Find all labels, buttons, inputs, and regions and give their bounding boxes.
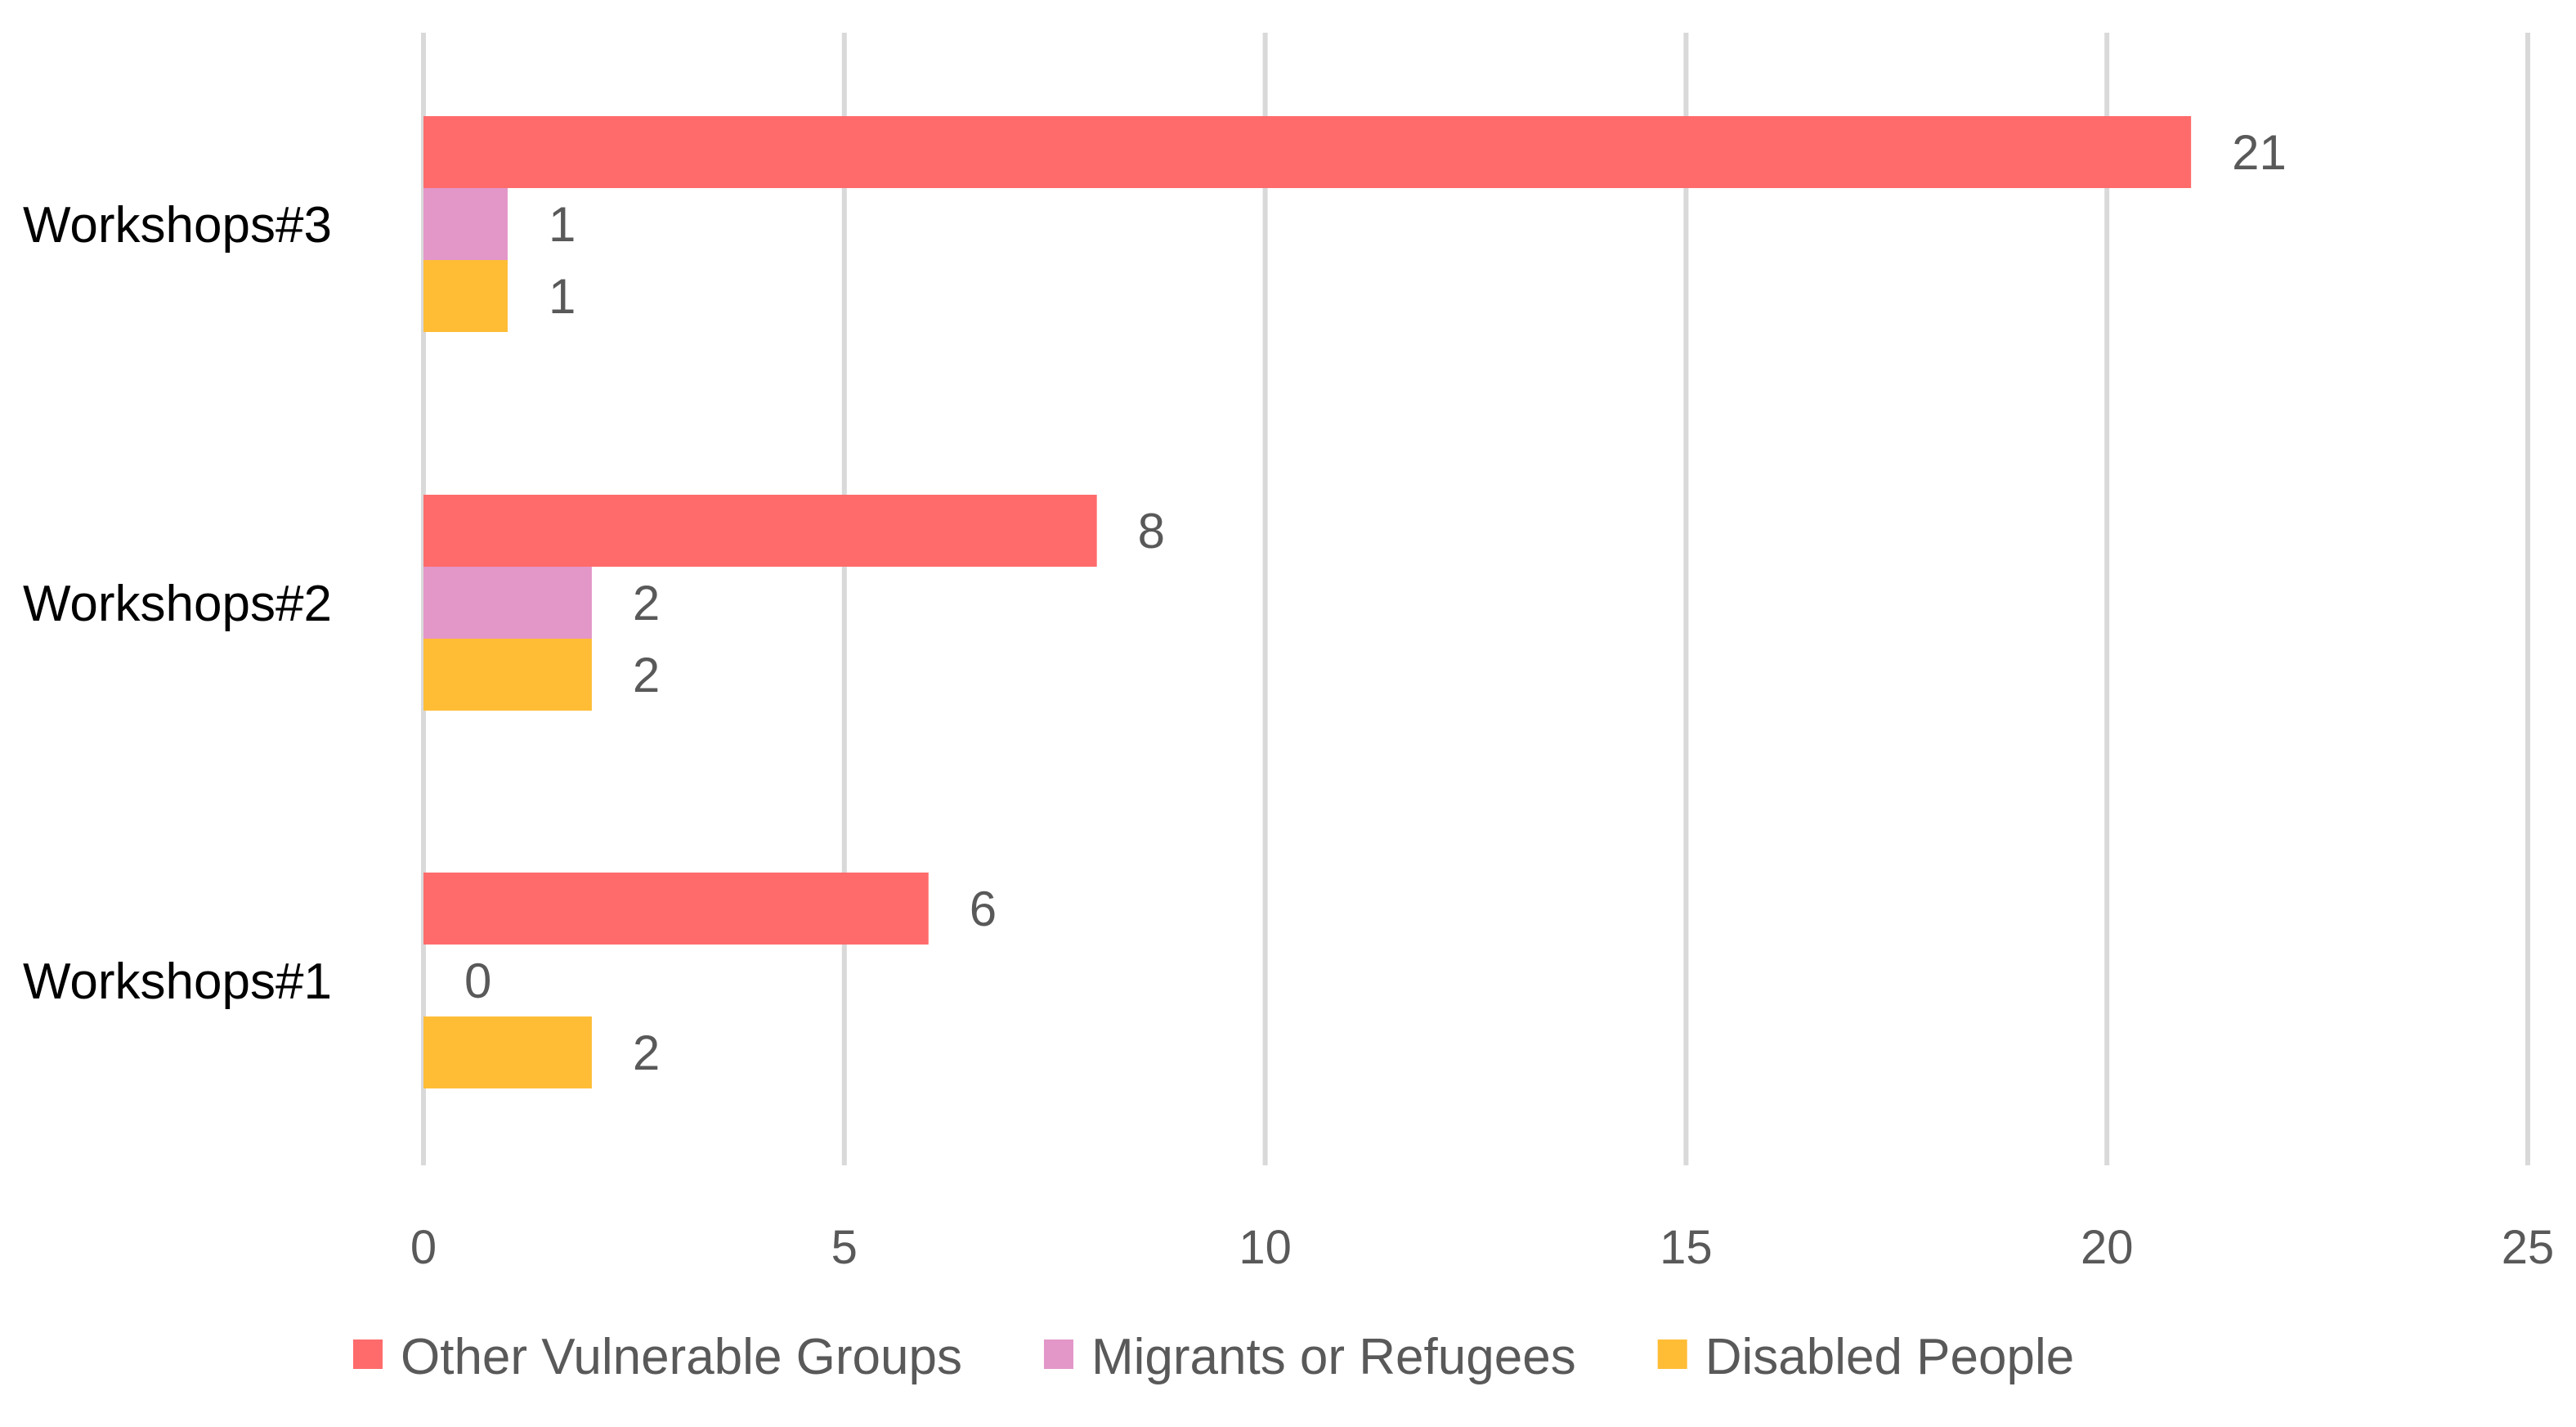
legend-label: Disabled People (1705, 1329, 2075, 1385)
data-label-Workshops#3-disabled-people: 1 (549, 269, 576, 324)
bar-Workshops#1-disabled-people (423, 1016, 592, 1088)
x-tick-label-20: 20 (2081, 1221, 2134, 1274)
data-labels: 6 0 2 8 2 2 21 1 1 (464, 125, 2287, 1080)
legend-swatch (353, 1339, 383, 1369)
data-label-Workshops#1-disabled-people: 2 (633, 1025, 660, 1080)
bar-Workshops#3-migrants-or-refugees (423, 188, 508, 260)
category-label-Workshops#1: Workshops#1 (23, 954, 332, 1010)
legend-item-other-vulnerable-groups: Other Vulnerable Groups (353, 1329, 962, 1385)
category-label-Workshops#3: Workshops#3 (23, 197, 332, 254)
legend-item-migrants-or-refugees: Migrants or Refugees (1043, 1329, 1576, 1385)
x-tick-label-15: 15 (1660, 1221, 1713, 1274)
legend-swatch (1657, 1339, 1687, 1369)
legend: Other Vulnerable Groups Migrants or Refug… (353, 1329, 2074, 1385)
data-label-Workshops#2-migrants-or-refugees: 2 (633, 576, 660, 630)
bar-Workshops#2-other-vulnerable-groups (423, 495, 1097, 567)
x-tick-label-0: 0 (410, 1221, 437, 1274)
legend-label: Migrants or Refugees (1091, 1329, 1576, 1385)
category-labels: Workshops#1 Workshops#2 Workshops#3 (23, 197, 332, 1010)
bar-Workshops#3-disabled-people (423, 260, 508, 332)
legend-label: Other Vulnerable Groups (401, 1329, 962, 1385)
category-label-Workshops#2: Workshops#2 (23, 576, 332, 632)
legend-item-disabled-people: Disabled People (1657, 1329, 2075, 1385)
bar-Workshops#1-other-vulnerable-groups (423, 873, 929, 945)
bar-Workshops#2-disabled-people (423, 639, 592, 711)
bar-Workshops#3-other-vulnerable-groups (423, 116, 2192, 188)
x-axis-tick-labels: 0 5 10 15 20 25 (410, 1221, 2554, 1274)
data-label-Workshops#3-other-vulnerable-groups: 21 (2232, 125, 2287, 180)
data-label-Workshops#3-migrants-or-refugees: 1 (549, 197, 576, 252)
data-label-Workshops#1-other-vulnerable-groups: 6 (970, 882, 997, 936)
gridlines (421, 33, 2530, 1165)
legend-swatch (1043, 1339, 1073, 1369)
data-label-Workshops#1-migrants-or-refugees: 0 (464, 954, 491, 1008)
x-tick-label-25: 25 (2502, 1221, 2555, 1274)
data-label-Workshops#2-other-vulnerable-groups: 8 (1138, 504, 1165, 559)
data-label-Workshops#2-disabled-people: 2 (633, 648, 660, 702)
x-tick-label-5: 5 (831, 1221, 858, 1274)
bar-Workshops#2-migrants-or-refugees (423, 567, 592, 639)
bars (423, 116, 2192, 1088)
x-tick-label-10: 10 (1239, 1221, 1292, 1274)
